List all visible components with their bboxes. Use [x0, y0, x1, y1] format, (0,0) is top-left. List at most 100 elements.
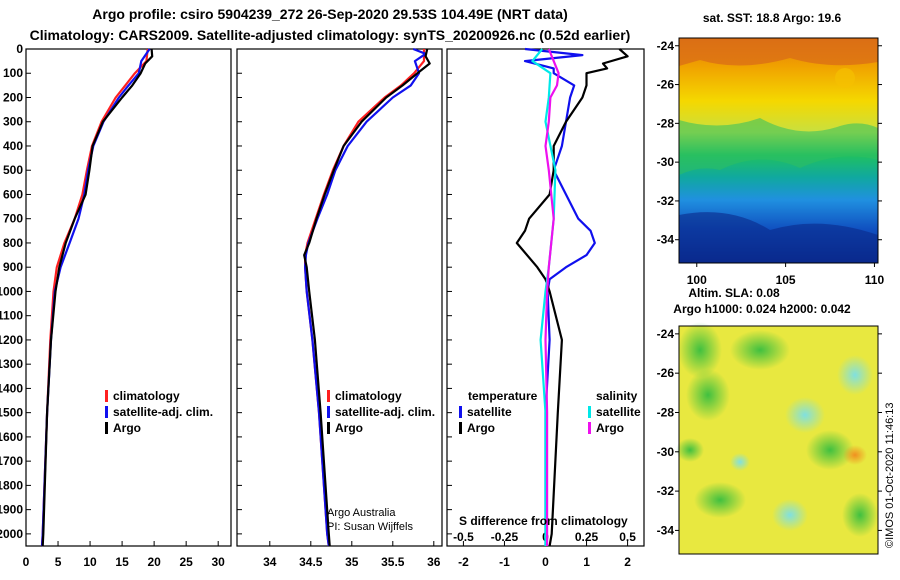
s-tick-label: -0.5	[453, 530, 474, 544]
x-tick-label: 34.5	[299, 555, 323, 569]
depth-tick-label: 1100	[0, 309, 23, 323]
depth-tick-label: 1700	[0, 454, 23, 468]
temperature-plot: 0 5 10 15 20 25 30	[23, 48, 226, 569]
map-y-tick-label: -32	[657, 194, 675, 208]
map-y-tick-label: -24	[657, 327, 675, 341]
sst-map-frame	[678, 37, 879, 264]
series-line-temperature-satellite	[523, 47, 596, 546]
legend-label-climatology: climatology	[113, 389, 180, 403]
depth-tick-label: 1900	[0, 503, 23, 517]
map-y-tick-label: -26	[657, 366, 675, 380]
sla-map-axes: -24 -26 -28 -30 -32 -34	[657, 327, 882, 537]
series-line-salinity-argo	[544, 48, 560, 546]
map-y-tick-label: -34	[657, 523, 675, 537]
sla-map-subtitle: Argo h1000: 0.024 h2000: 0.042	[673, 302, 851, 316]
map-y-tick-label: -30	[657, 445, 675, 459]
temperature-panel-frame	[25, 48, 232, 547]
sla-map-frame	[678, 325, 879, 555]
legend-heading-salinity: salinity	[596, 389, 638, 403]
x-tick-label: 0	[542, 555, 549, 569]
legend-swatch-climatology	[327, 390, 330, 402]
series-line-temperature-argo	[515, 48, 629, 547]
x-tick-label: 10	[83, 555, 97, 569]
legend-label-temp-satellite: satellite	[467, 405, 512, 419]
sst-map-title: sat. SST: 18.8 Argo: 19.6	[703, 11, 842, 25]
legend-swatch-satellite	[327, 406, 330, 418]
x-tick-label: 30	[212, 555, 226, 569]
s-tick-label: -0.25	[491, 530, 519, 544]
legend-swatch-sal-argo	[588, 422, 591, 434]
depth-axis: 0 100 200 300 400 500 600 700 800 900 1000 1100 1200…	[0, 42, 452, 541]
legend-swatch-temp-argo	[459, 422, 462, 434]
x-tick-label: 34	[263, 555, 277, 569]
salinity-legend: climatology satellite-adj. clim. Argo	[327, 389, 435, 435]
x-tick-label: -1	[499, 555, 510, 569]
depth-tick-label: 1800	[0, 478, 23, 492]
depth-tick-label: 2000	[0, 527, 23, 541]
x-tick-label: -2	[458, 555, 469, 569]
sla-map-title: Altim. SLA: 0.08	[688, 286, 780, 300]
series-line-satellite-adj-clim-	[304, 47, 427, 547]
imos-watermark: ©IMOS 01-Oct-2020 11:46:13	[884, 403, 896, 548]
map-y-tick-label: -28	[657, 405, 675, 419]
depth-tick-label: 800	[3, 236, 23, 250]
depth-tick-label: 1600	[0, 430, 23, 444]
legend-label-satellite: satellite-adj. clim.	[113, 405, 213, 419]
depth-tick-label: 300	[3, 115, 23, 129]
map-x-tick-label: 110	[865, 273, 885, 287]
legend-swatch-sal-satellite	[588, 406, 591, 418]
legend-swatch-argo	[327, 422, 330, 434]
legend-label-satellite: satellite-adj. clim.	[335, 405, 435, 419]
map-y-tick-label: -34	[657, 233, 675, 247]
difference-legend: temperature salinity satellite Argo sate…	[459, 389, 641, 435]
s-tick-label: 0.25	[575, 530, 599, 544]
depth-tick-label: 1300	[0, 357, 23, 371]
series-line-satellite-adj-clim-	[40, 48, 151, 547]
legend-label-sal-satellite: satellite	[596, 405, 641, 419]
plot-title-line2: Climatology: CARS2009. Satellite-adjuste…	[29, 27, 631, 43]
map-y-tick-label: -24	[657, 39, 675, 53]
x-tick-label: 2	[624, 555, 631, 569]
depth-tick-label: 900	[3, 260, 23, 274]
series-line-climatology	[40, 48, 149, 547]
depth-tick-label: 1500	[0, 406, 23, 420]
series-line-argo	[303, 48, 431, 547]
map-y-tick-label: -32	[657, 484, 675, 498]
map-x-tick-label: 100	[687, 273, 707, 287]
map-x-tick-label: 105	[776, 273, 796, 287]
legend-swatch-climatology	[105, 390, 108, 402]
x-tick-label: 36	[427, 555, 441, 569]
salinity-plot: 34 34.5 35 35.5 36	[263, 47, 441, 569]
depth-tick-label: 200	[3, 90, 23, 104]
legend-label-argo: Argo	[113, 421, 141, 435]
depth-tick-label: 400	[3, 139, 23, 153]
annotation-argo-australia: Argo Australia	[327, 507, 396, 519]
annotation-pi: PI: Susan Wijffels	[327, 521, 413, 533]
difference-plot: -2 -1 0 1 2-0.5 -0.25 0 0.25 0.5	[453, 47, 636, 569]
depth-tick-label: 100	[3, 66, 23, 80]
x-tick-label: 25	[179, 555, 193, 569]
sla-map-image	[676, 322, 878, 554]
salinity-panel-frame	[236, 48, 443, 547]
x-tick-label: 35	[345, 555, 359, 569]
series-line-argo	[41, 48, 154, 547]
x-tick-label: 20	[147, 555, 161, 569]
legend-swatch-argo	[105, 422, 108, 434]
s-difference-label: S difference from climatology	[459, 514, 628, 528]
legend-label-climatology: climatology	[335, 389, 402, 403]
depth-tick-label: 700	[3, 212, 23, 226]
temperature-legend: climatology satellite-adj. clim. Argo	[105, 389, 213, 435]
depth-tick-label: 0	[16, 42, 23, 56]
x-tick-label: 1	[583, 555, 590, 569]
depth-tick-label: 1000	[0, 284, 23, 298]
plot-title-line1: Argo profile: csiro 5904239_272 26-Sep-2…	[92, 6, 568, 22]
depth-tick-label: 500	[3, 163, 23, 177]
x-tick-label: 5	[55, 555, 62, 569]
legend-label-argo: Argo	[335, 421, 363, 435]
s-tick-label: 0.5	[619, 530, 636, 544]
depth-tick-label: 600	[3, 187, 23, 201]
sst-map-axes: -24 -26 -28 -30 -32 -34 100 105 110	[657, 39, 885, 287]
sst-map-image	[679, 38, 878, 263]
map-y-tick-label: -30	[657, 155, 675, 169]
